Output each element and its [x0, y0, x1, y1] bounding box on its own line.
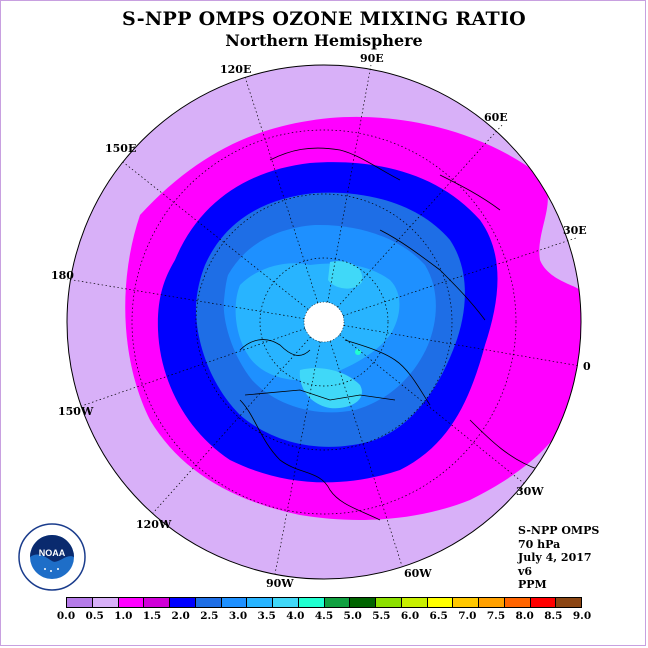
info-units: PPM: [518, 578, 547, 591]
colorbar-tick-label: 9.0: [572, 610, 592, 622]
colorbar-segment: [453, 598, 479, 607]
graticule: [66, 64, 581, 575]
info-instrument: S-NPP OMPS: [518, 524, 600, 537]
colorbar-tick-label: 8.5: [544, 610, 563, 622]
map-boundary: [66, 64, 582, 580]
lon-label-30e: 30E: [563, 224, 587, 237]
colorbar-segment: [273, 598, 299, 607]
lon-label-30w: 30W: [516, 485, 544, 498]
map-subtitle: Northern Hemisphere: [225, 31, 423, 50]
colorbar-tick-label: 5.0: [343, 610, 362, 622]
info-version: v6: [518, 564, 533, 578]
colorbar-segment: [530, 598, 557, 607]
band-4-0-patch-2: [328, 261, 363, 289]
colorbar-tick-label: 4.0: [286, 610, 305, 622]
colorbar-tick-label: 0.0: [56, 610, 76, 622]
colorbar-segment: [221, 598, 248, 607]
colorbar-tick-label: 7.0: [458, 610, 477, 622]
colorbar-segment: [376, 598, 402, 607]
coastlines: [239, 147, 541, 521]
lon-label-0: 0: [583, 360, 591, 373]
colorbar-segment: [170, 598, 196, 607]
lon-label-150w: 150W: [58, 405, 94, 418]
colorbar-tick-label: 1.5: [142, 610, 162, 622]
noaa-logo-text: NOAA: [39, 548, 66, 558]
colorbar-tick-label: 3.5: [257, 610, 276, 622]
colorbar-tick-label: 8.0: [515, 610, 534, 622]
colorbar-tick-label: 4.5: [314, 610, 334, 622]
colorbar-tick-label: 2.5: [200, 610, 219, 622]
colorbar-segment: [427, 598, 454, 607]
colorbar-segment: [92, 598, 119, 607]
band-4-5-spot: [355, 349, 361, 355]
colorbar-segment: [67, 598, 93, 607]
colorbar-segment: [118, 598, 145, 607]
lon-label-180: 180: [51, 269, 74, 282]
pole-gap: [304, 302, 344, 342]
band-4-0-patch: [299, 368, 362, 409]
colorbar-segment: [195, 598, 222, 607]
colorbar-tick-label: 6.5: [429, 610, 448, 622]
colorbar-segment: [504, 598, 531, 607]
lon-label-60w: 60W: [404, 567, 432, 580]
colorbar-tick-label: 2.0: [171, 610, 190, 622]
colorbar-tick-label: 1.0: [114, 610, 133, 622]
colorbar-tick-label: 7.5: [486, 610, 506, 622]
colorbar: [66, 597, 582, 608]
lon-label-120w: 120W: [136, 518, 172, 531]
colorbar-segment: [401, 598, 428, 607]
lon-label-150e: 150E: [105, 142, 136, 155]
info-pressure: 70 hPa: [518, 537, 561, 551]
lon-label-90w: 90W: [266, 577, 294, 590]
colorbar-segment: [298, 598, 325, 607]
colorbar-segment: [247, 598, 273, 607]
colorbar-ticks: 0.0 0.5 1.0 1.5 2.0 2.5 3.0 3.5 4.0 4.5 5.0 5.5 6.0 6…: [0, 610, 648, 624]
colorbar-segment: [324, 598, 351, 607]
noaa-logo: NOAA: [18, 523, 86, 591]
colorbar-segment: [350, 598, 376, 607]
colorbar-tick-label: 6.0: [400, 610, 420, 622]
info-date: July 4, 2017: [518, 551, 592, 564]
colorbar-segment: [144, 598, 170, 607]
lon-label-120e: 120E: [220, 63, 251, 76]
lon-label-90e: 90E: [360, 52, 384, 65]
info-block: S-NPP OMPS 70 hPa July 4, 2017 v6 PPM: [518, 524, 599, 592]
colorbar-tick-label: 5.5: [372, 610, 391, 622]
colorbar-segment: [556, 598, 581, 607]
lon-label-60e: 60E: [484, 111, 508, 124]
colorbar-tick-label: 0.5: [85, 610, 104, 622]
colorbar-tick-label: 3.0: [228, 610, 248, 622]
map-title: S-NPP OMPS OZONE MIXING RATIO: [121, 8, 527, 30]
colorbar-segment: [479, 598, 505, 607]
